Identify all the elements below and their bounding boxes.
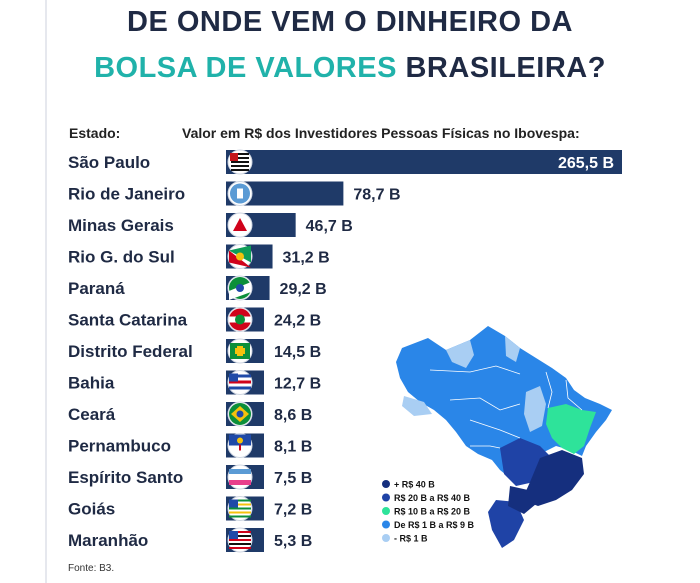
- santa-catarina-flag-icon: [227, 307, 253, 332]
- state-label: Distrito Federal: [68, 342, 193, 361]
- state-label: Bahia: [68, 374, 115, 393]
- value-label: 7,2 B: [274, 502, 312, 519]
- rio-de-janeiro-flag-icon: [227, 181, 253, 206]
- pernambuco-flag-icon: [227, 433, 253, 458]
- state-label: Rio G. do Sul: [68, 248, 175, 267]
- state-label: Ceará: [68, 405, 116, 424]
- minas-gerais-flag-icon: [227, 212, 253, 238]
- state-column-header: Estado:: [69, 125, 121, 141]
- title-highlight: BOLSA DE VALORES: [94, 52, 397, 84]
- value-label: 7,5 B: [274, 470, 312, 487]
- state-label: Goiás: [68, 500, 115, 519]
- map-region-roraima: [446, 340, 474, 368]
- distrito-federal-flag-icon: [227, 338, 253, 364]
- legend-swatch: [382, 507, 390, 515]
- legend-swatch: [382, 480, 390, 488]
- parana-flag-icon: [227, 275, 253, 301]
- map-borders: [429, 365, 583, 449]
- value-label: 24,2 B: [274, 313, 321, 330]
- state-label: Espírito Santo: [68, 468, 183, 487]
- legend-swatch: [382, 520, 390, 529]
- espirito-santo-flag-icon: [227, 464, 253, 490]
- map-region-southeast: [522, 450, 584, 506]
- legend-label: + R$ 40 B: [394, 480, 435, 490]
- value-label: 31,2 B: [283, 250, 330, 267]
- state-label: Paraná: [68, 279, 125, 298]
- ceara-flag-icon: [227, 401, 253, 427]
- state-label: Rio de Janeiro: [68, 185, 185, 204]
- bars-group: São Paulo 265,5 B Rio de Janeiro 78,7 B Mina…: [68, 149, 622, 553]
- brazil-map: [396, 326, 612, 548]
- map-legend: + R$ 40 B R$ 20 B a R$ 40 B R$ 10 B a R$ 2…: [382, 480, 475, 544]
- left-divider: [45, 0, 47, 583]
- legend-swatch: [382, 493, 390, 502]
- value-column-header: Valor em R$ dos Investidores Pessoas Fís…: [182, 125, 580, 141]
- state-label: Maranhão: [68, 531, 148, 550]
- map-region-south-upper: [508, 486, 536, 514]
- title-rest: BRASILEIRA?: [405, 52, 606, 84]
- state-label: Santa Catarina: [68, 311, 188, 330]
- bahia-flag-icon: [227, 370, 253, 395]
- rio-grande-do-sul-flag-icon: [227, 244, 253, 269]
- legend-label: R$ 20 B a R$ 40 B: [394, 493, 471, 503]
- map-region-tocantins: [524, 386, 546, 432]
- value-label: 8,1 B: [274, 439, 312, 456]
- value-label: 14,5 B: [274, 344, 321, 361]
- source-note: Fonte: B3.: [68, 563, 115, 574]
- map-region-amapa: [505, 336, 520, 362]
- value-label: 265,5 B: [558, 155, 614, 172]
- legend-swatch: [382, 534, 390, 542]
- map-region-south-lower: [488, 500, 524, 548]
- state-label: Pernambuco: [68, 437, 171, 456]
- value-label: 5,3 B: [274, 533, 312, 550]
- goias-flag-icon: [227, 496, 253, 521]
- value-label: 8,6 B: [274, 407, 312, 424]
- legend-label: - R$ 1 B: [394, 534, 428, 544]
- state-label: Minas Gerais: [68, 216, 174, 235]
- map-region-bahia: [546, 404, 596, 454]
- value-label: 12,7 B: [274, 376, 321, 393]
- value-label: 78,7 B: [353, 187, 400, 204]
- legend-label: R$ 10 B a R$ 20 B: [394, 507, 471, 517]
- title-line-2: BOLSA DE VALORES BRASILEIRA?: [0, 52, 700, 85]
- legend-label: De R$ 1 B a R$ 9 B: [394, 520, 475, 530]
- map-region-acre: [402, 396, 432, 416]
- sao-paulo-flag-icon: [227, 149, 253, 175]
- state-label: São Paulo: [68, 153, 150, 172]
- title-line-1: DE ONDE VEM O DINHEIRO DA: [127, 6, 573, 38]
- bar: [226, 150, 622, 174]
- value-label: 46,7 B: [306, 218, 353, 235]
- value-label: 29,2 B: [280, 281, 327, 298]
- maranhao-flag-icon: [227, 527, 253, 553]
